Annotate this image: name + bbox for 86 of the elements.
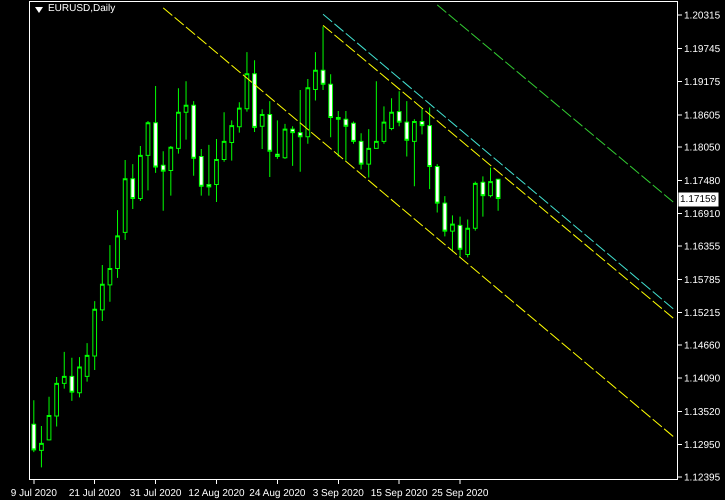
y-tick-label: 1.17480 [684, 176, 721, 187]
candlestick [222, 112, 226, 162]
y-tick-label: 1.16355 [684, 242, 721, 253]
candlestick [160, 150, 166, 212]
candlestick [138, 146, 143, 202]
candlestick [480, 176, 486, 218]
candlestick [191, 100, 196, 176]
candlestick [328, 74, 334, 138]
y-tick-label: 1.18605 [684, 110, 721, 122]
y-tick-label: 1.14090 [684, 374, 721, 385]
candlestick [366, 128, 372, 178]
x-tick-label: 15 Sep 2020 [370, 488, 428, 499]
y-tick-label: 1.12395 [684, 472, 721, 484]
y-tick-label: 1.15785 [684, 274, 721, 286]
candlestick [412, 118, 417, 187]
candlestick [62, 351, 67, 390]
candlestick [168, 146, 174, 196]
x-tick-label: 21 Jul 2020 [68, 488, 121, 499]
candlestick [496, 178, 500, 212]
annotation: 1.17159 [680, 194, 717, 205]
candlestick [320, 26, 326, 91]
candlestick [176, 88, 181, 154]
candlestick [77, 356, 82, 398]
candlestick [382, 106, 386, 144]
candlestick [450, 214, 455, 252]
x-tick-label: 12 Aug 2020 [188, 488, 246, 499]
candlestick [358, 132, 364, 170]
candlestick [305, 78, 310, 144]
candlestick [184, 80, 188, 140]
y-tick-label: 1.14660 [684, 340, 721, 352]
candlestick [389, 98, 394, 131]
y-tick-label: 1.19745 [684, 44, 721, 55]
candlestick [252, 60, 257, 133]
candlestick [434, 164, 440, 214]
candlestick [465, 219, 470, 258]
candlestick [267, 100, 272, 178]
y-tick-label: 1.12950 [684, 440, 721, 452]
candlestick [39, 425, 44, 468]
y-tick-label: 1.20315 [684, 10, 721, 22]
candlestick [420, 108, 424, 135]
x-tick-label: 25 Sep 2020 [432, 488, 489, 499]
candlestick [488, 167, 493, 198]
candlestick [442, 196, 448, 237]
candlestick [351, 121, 356, 144]
candlestick [336, 110, 341, 158]
candlestick [70, 357, 74, 402]
candlestick [115, 210, 120, 278]
chart-title: EURUSD,Daily [48, 3, 116, 14]
candlestick [458, 216, 462, 258]
candlestick [290, 126, 295, 166]
candlestick [206, 144, 212, 196]
x-tick-label: 31 Jul 2020 [130, 488, 182, 499]
candlestick [214, 138, 219, 203]
y-tick-label: 1.13520 [684, 406, 721, 418]
x-tick-label: 9 Jul 2020 [10, 488, 58, 499]
candlestick [236, 102, 242, 134]
candlestick [427, 107, 432, 190]
candlestick [84, 342, 90, 382]
candlestick [374, 80, 379, 149]
y-tick-label: 1.15215 [684, 308, 721, 320]
x-tick-label: 3 Sep 2020 [312, 488, 364, 499]
y-tick-label: 1.19175 [684, 77, 721, 88]
candlestick [153, 85, 158, 174]
candlestick [146, 120, 150, 191]
candlestick [92, 300, 98, 370]
candlestick [244, 52, 250, 112]
x-tick-label: 24 Aug 2020 [249, 488, 306, 499]
candlestick [122, 160, 128, 240]
candlestick [229, 120, 234, 162]
candlestick [298, 90, 303, 172]
candlestick [260, 108, 265, 150]
candlestick [46, 396, 52, 442]
candlestick [404, 100, 410, 158]
candlestick [275, 120, 280, 160]
y-tick-label: 1.16910 [684, 209, 721, 220]
candlestick [313, 52, 318, 102]
candlestick [130, 164, 136, 210]
candlestick [108, 244, 112, 302]
y-tick-label: 1.18050 [684, 142, 721, 154]
candlestick [198, 148, 204, 196]
candlestick [54, 376, 60, 428]
candlestick [472, 181, 478, 232]
candlestick [396, 90, 402, 127]
candlestick [282, 123, 288, 160]
candlestick [100, 264, 105, 322]
candlestick [344, 110, 348, 162]
